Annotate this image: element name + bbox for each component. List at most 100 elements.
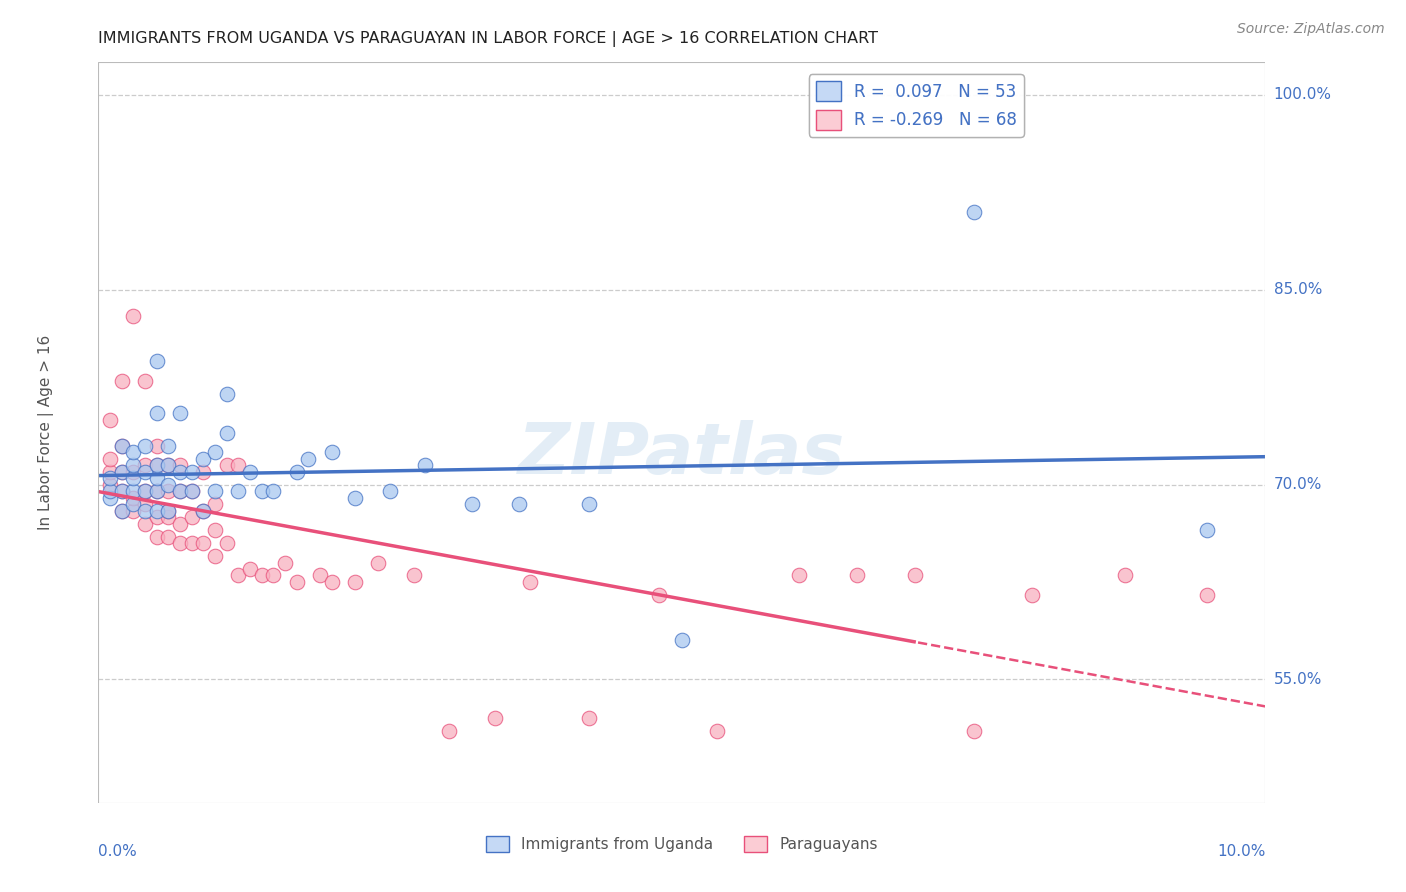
Point: [461, 497, 484, 511]
Point: [846, 568, 869, 582]
Point: [962, 724, 984, 739]
Point: [193, 503, 215, 517]
Point: [193, 536, 215, 550]
Point: [98, 477, 121, 491]
Point: [134, 484, 156, 499]
Point: [169, 536, 191, 550]
Point: [180, 510, 202, 524]
Point: [647, 588, 669, 602]
Point: [508, 497, 530, 511]
Point: [111, 439, 134, 453]
Point: [98, 484, 121, 499]
Point: [111, 484, 134, 499]
Point: [706, 724, 728, 739]
Text: ZIPatlas: ZIPatlas: [519, 420, 845, 490]
Point: [146, 503, 169, 517]
Point: [169, 516, 191, 531]
Point: [98, 451, 121, 466]
Point: [215, 458, 238, 472]
Point: [787, 568, 810, 582]
Point: [122, 497, 145, 511]
Point: [193, 503, 215, 517]
Point: [134, 497, 156, 511]
Point: [321, 574, 343, 589]
Point: [204, 497, 226, 511]
Point: [904, 568, 927, 582]
Point: [122, 445, 145, 459]
Point: [215, 536, 238, 550]
Point: [146, 458, 169, 472]
Point: [215, 386, 238, 401]
Point: [111, 465, 134, 479]
Point: [1114, 568, 1136, 582]
Point: [262, 484, 284, 499]
Point: [134, 374, 156, 388]
Point: [157, 458, 180, 472]
Point: [134, 439, 156, 453]
Point: [146, 406, 169, 420]
Text: In Labor Force | Age > 16: In Labor Force | Age > 16: [38, 335, 53, 530]
Point: [578, 497, 600, 511]
Text: 85.0%: 85.0%: [1274, 282, 1322, 297]
Point: [146, 484, 169, 499]
Text: 55.0%: 55.0%: [1274, 672, 1322, 687]
Point: [285, 574, 308, 589]
Text: 70.0%: 70.0%: [1274, 477, 1322, 492]
Point: [157, 484, 180, 499]
Point: [215, 425, 238, 440]
Point: [204, 445, 226, 459]
Point: [111, 503, 134, 517]
Point: [413, 458, 436, 472]
Point: [671, 633, 693, 648]
Point: [134, 458, 156, 472]
Point: [157, 510, 180, 524]
Point: [321, 445, 343, 459]
Point: [250, 484, 273, 499]
Point: [297, 451, 319, 466]
Point: [98, 465, 121, 479]
Point: [122, 484, 145, 499]
Point: [134, 465, 156, 479]
Point: [169, 484, 191, 499]
Point: [146, 354, 169, 368]
Point: [262, 568, 284, 582]
Point: [169, 484, 191, 499]
Point: [578, 711, 600, 725]
Point: [193, 465, 215, 479]
Point: [134, 503, 156, 517]
Point: [239, 562, 262, 576]
Point: [111, 503, 134, 517]
Point: [98, 471, 121, 485]
Point: [519, 574, 541, 589]
Point: [122, 491, 145, 505]
Point: [274, 556, 297, 570]
Point: [122, 503, 145, 517]
Point: [169, 465, 191, 479]
Point: [111, 484, 134, 499]
Point: [180, 484, 202, 499]
Point: [169, 406, 191, 420]
Text: IMMIGRANTS FROM UGANDA VS PARAGUAYAN IN LABOR FORCE | AGE > 16 CORRELATION CHART: IMMIGRANTS FROM UGANDA VS PARAGUAYAN IN …: [98, 31, 879, 47]
Point: [134, 516, 156, 531]
Point: [193, 451, 215, 466]
Text: 100.0%: 100.0%: [1274, 87, 1331, 103]
Point: [157, 458, 180, 472]
Point: [111, 374, 134, 388]
Point: [122, 458, 145, 472]
Legend: R =  0.097   N = 53, R = -0.269   N = 68: R = 0.097 N = 53, R = -0.269 N = 68: [808, 74, 1024, 136]
Point: [157, 477, 180, 491]
Point: [204, 484, 226, 499]
Point: [228, 484, 250, 499]
Point: [367, 556, 389, 570]
Point: [1195, 523, 1218, 537]
Point: [146, 529, 169, 543]
Point: [204, 549, 226, 563]
Point: [157, 439, 180, 453]
Point: [344, 574, 367, 589]
Point: [344, 491, 367, 505]
Point: [146, 471, 169, 485]
Point: [180, 536, 202, 550]
Text: 10.0%: 10.0%: [1218, 844, 1265, 858]
Point: [239, 465, 262, 479]
Point: [98, 491, 121, 505]
